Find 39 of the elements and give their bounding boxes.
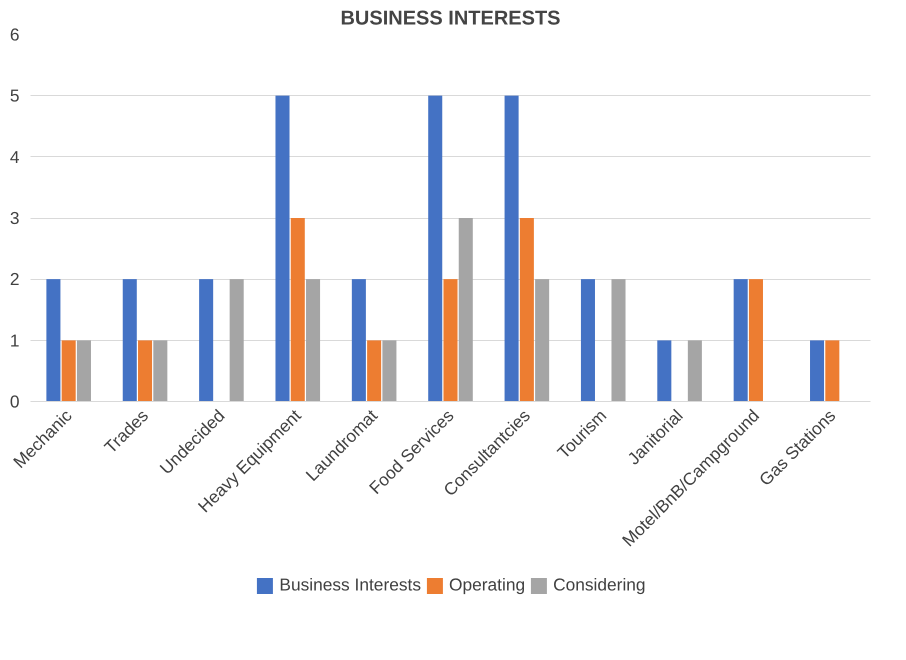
bar: [748, 279, 763, 402]
y-tick-label: 1: [10, 330, 20, 350]
bar: [657, 340, 672, 402]
bar: [504, 96, 519, 402]
bar: [520, 218, 534, 402]
bar: [810, 340, 824, 402]
y-tick-label: 2: [10, 269, 20, 290]
bar: [275, 96, 290, 402]
bar: [825, 340, 840, 402]
chart-title: BUSINESS INTERESTS: [340, 8, 561, 30]
legend-label: Operating: [448, 574, 526, 596]
bar: [306, 279, 320, 402]
bar: [230, 279, 244, 402]
y-tick-label: 0: [10, 392, 20, 412]
bar: [62, 340, 76, 402]
bar: [122, 279, 137, 402]
bar: [688, 340, 702, 402]
bar: [611, 279, 626, 402]
bar: [76, 340, 91, 402]
y-tick-label: 3: [10, 208, 20, 228]
bar: [367, 340, 382, 402]
bar: [535, 279, 550, 402]
bar: [734, 279, 748, 402]
y-tick-label: 6: [10, 24, 20, 44]
bar: [290, 218, 305, 402]
bar: [138, 340, 152, 402]
bar: [443, 279, 458, 402]
bar: [153, 340, 168, 402]
bar: [199, 279, 214, 402]
y-tick-label: 4: [10, 146, 20, 167]
bar: [428, 96, 442, 402]
y-tick-label: 5: [10, 86, 20, 106]
bar: [580, 279, 595, 402]
bar: [382, 340, 396, 402]
bar: [458, 218, 473, 402]
legend-label: Considering: [553, 574, 646, 596]
legend-label: Business Interests: [279, 574, 421, 596]
bar: [352, 279, 366, 402]
bar: [46, 279, 60, 402]
